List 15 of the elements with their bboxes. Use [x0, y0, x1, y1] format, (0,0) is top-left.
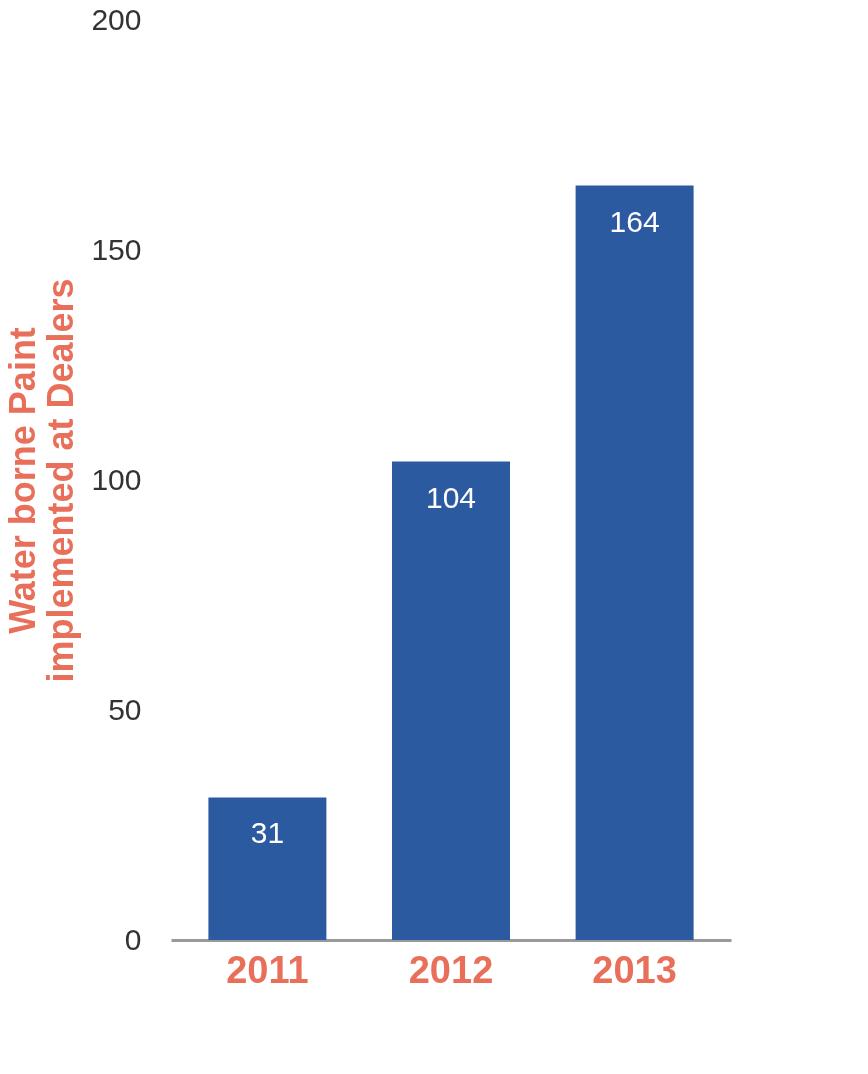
- data-label: 104: [425, 480, 477, 514]
- x-tick-label: 2012: [408, 948, 494, 991]
- x-tick-label: 2011: [226, 948, 309, 991]
- x-tick-label: 2013: [592, 948, 677, 991]
- bar: [392, 461, 510, 940]
- y-tick-label: 200: [91, 2, 142, 36]
- y-tick-label: 50: [108, 692, 142, 726]
- y-axis-title: Water borne Paint implemented at Dealers: [2, 278, 82, 683]
- bar: [208, 797, 327, 940]
- y-tick-label: 100: [91, 462, 142, 496]
- data-label: 164: [609, 204, 660, 238]
- bar: [575, 185, 694, 940]
- data-label: 31: [250, 816, 285, 850]
- y-tick-label: 150: [91, 232, 142, 266]
- y-tick-label: 0: [124, 922, 142, 956]
